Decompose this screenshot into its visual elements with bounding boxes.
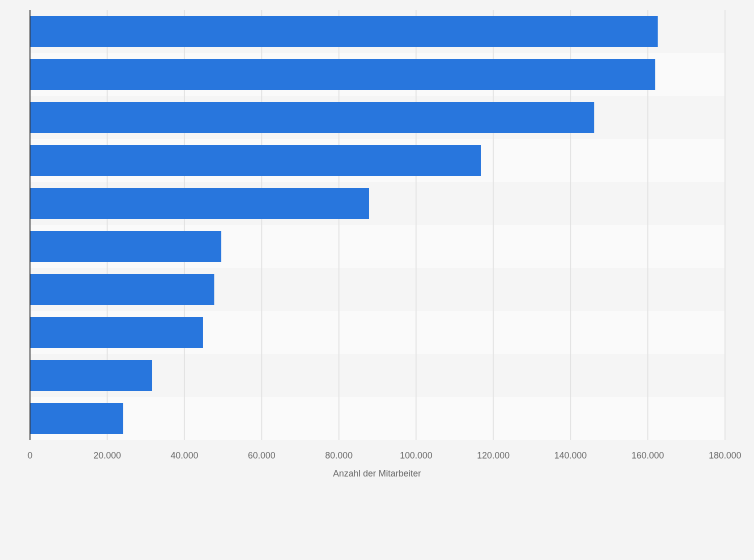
x-tick-label: 60.000 bbox=[248, 450, 276, 460]
x-tick-label: 20.000 bbox=[93, 450, 121, 460]
x-tick-label: 0 bbox=[27, 450, 32, 460]
bar bbox=[30, 274, 215, 305]
row-band bbox=[30, 397, 725, 440]
bar bbox=[30, 188, 370, 219]
bar bbox=[30, 317, 203, 348]
bar bbox=[30, 231, 222, 262]
bar bbox=[30, 145, 481, 176]
bar bbox=[30, 59, 656, 90]
bar bbox=[30, 16, 658, 47]
bar bbox=[30, 102, 595, 133]
x-tick-label: 140.000 bbox=[554, 450, 587, 460]
x-axis-title: Anzahl der Mitarbeiter bbox=[333, 468, 421, 478]
x-tick-label: 120.000 bbox=[477, 450, 510, 460]
x-tick-label: 40.000 bbox=[171, 450, 199, 460]
x-tick-label: 180.000 bbox=[709, 450, 742, 460]
x-tick-label: 160.000 bbox=[632, 450, 665, 460]
x-tick-label: 80.000 bbox=[325, 450, 353, 460]
bar bbox=[30, 403, 124, 434]
bar bbox=[30, 360, 153, 391]
x-tick-label: 100.000 bbox=[400, 450, 433, 460]
